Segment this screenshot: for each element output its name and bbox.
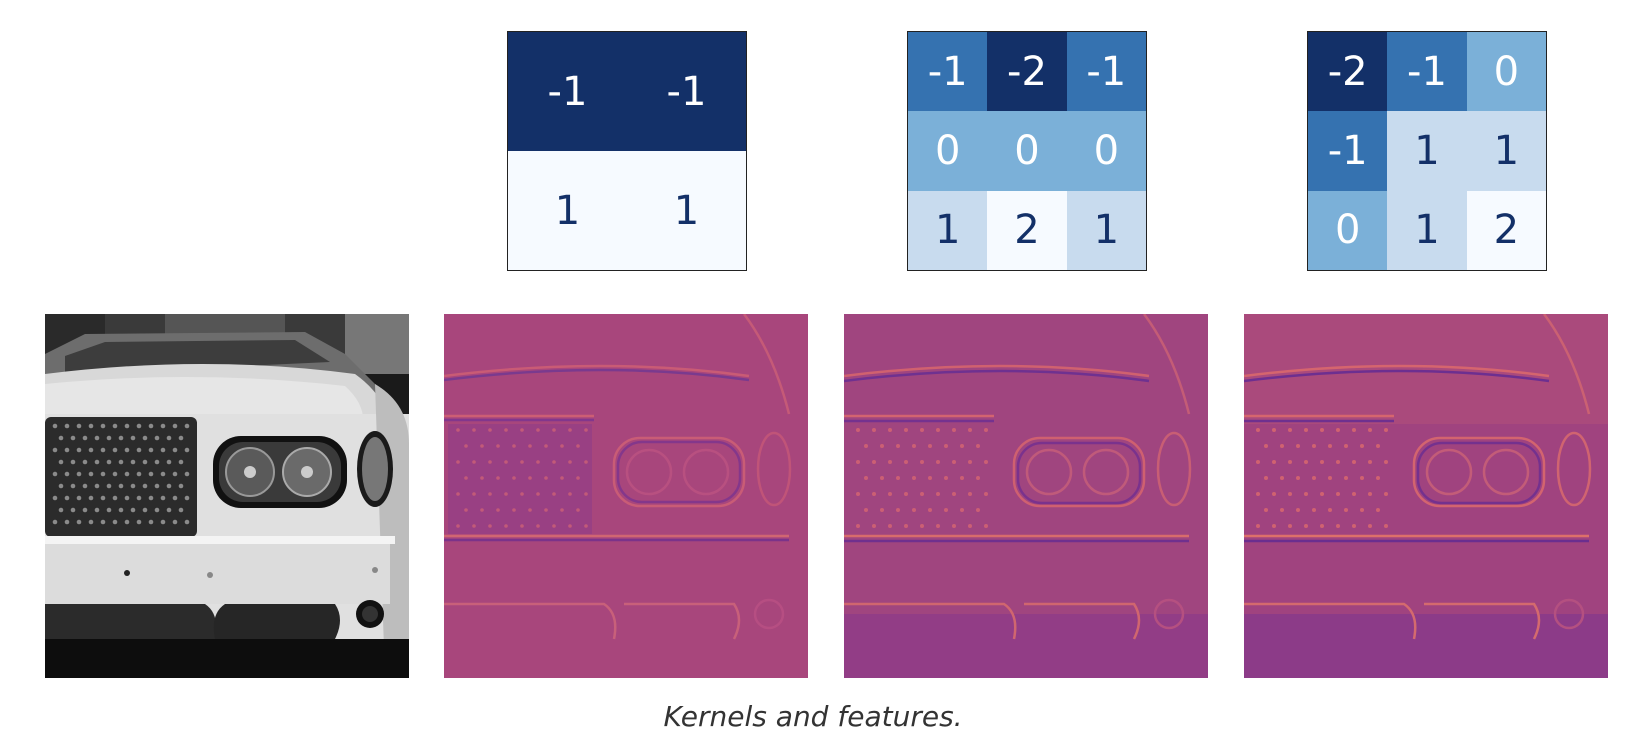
kernel-matrix-2x2: -1 -1 1 1 [507,31,747,271]
kernel-cell: 0 [908,111,988,191]
kernel-cell: 0 [1066,111,1146,191]
kernel-cell: 1 [1387,190,1467,270]
kernel-cell: 0 [1466,32,1546,112]
kernel-cell: 1 [1387,111,1467,191]
kernel-cell: 1 [1466,111,1546,191]
kernel-matrix-sobel: -1 -2 -1 0 0 0 1 2 1 [907,31,1147,271]
kernel-cell: -1 [1066,32,1146,112]
feature-map-3 [1244,314,1608,678]
kernel-cell: 1 [627,151,746,270]
kernel-cell: 2 [987,190,1067,270]
kernel-cell: -2 [987,32,1067,112]
original-car-image [45,314,409,678]
feature-map-2 [844,314,1208,678]
kernel-cell: -1 [508,32,627,151]
kernel-cell: 2 [1466,190,1546,270]
kernel-cell: -1 [1308,111,1388,191]
kernel-cell: 1 [1066,190,1146,270]
kernel-cell: 0 [1308,190,1388,270]
kernel-matrix-emboss: -2 -1 0 -1 1 1 0 1 2 [1307,31,1547,271]
kernel-cell: -1 [1387,32,1467,112]
kernel-cell: 0 [987,111,1067,191]
feature-map-1 [444,314,808,678]
figure-caption: Kernels and features. [663,700,963,733]
kernel-cell: 1 [908,190,988,270]
kernel-cell: -1 [627,32,746,151]
kernel-cell: 1 [508,151,627,270]
kernel-cell: -1 [908,32,988,112]
kernel-cell: -2 [1308,32,1388,112]
